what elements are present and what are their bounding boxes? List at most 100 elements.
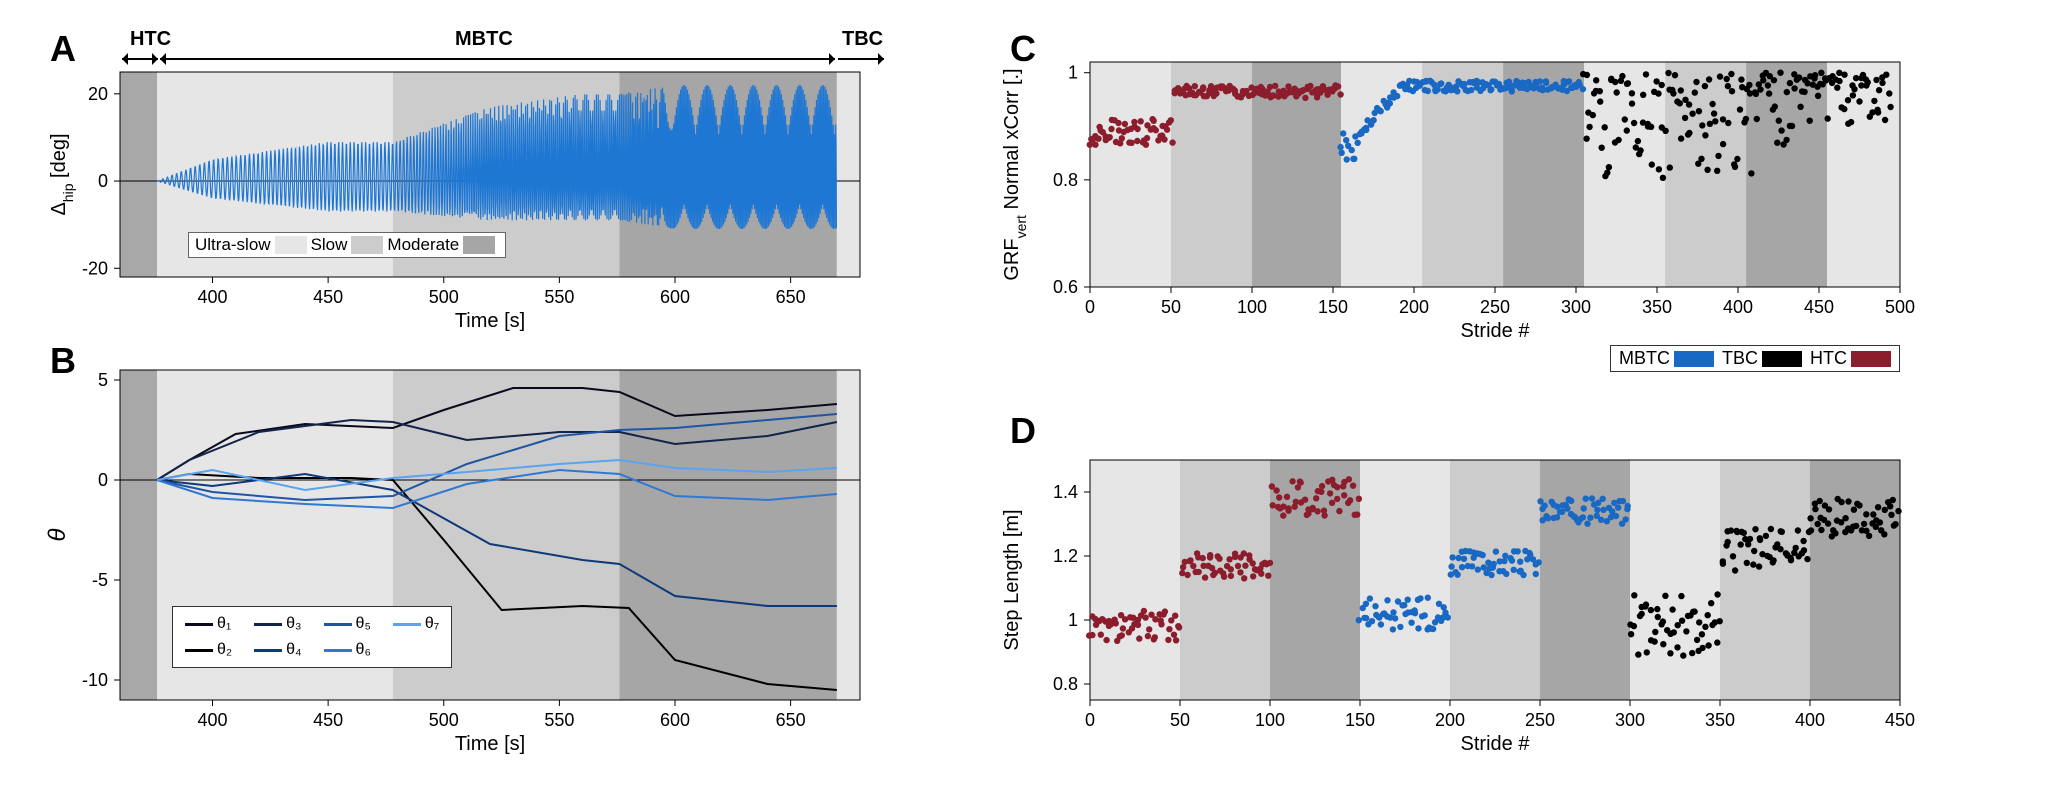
speed-swatch [351, 236, 383, 254]
svg-text:1: 1 [1068, 63, 1078, 83]
svg-text:0.8: 0.8 [1053, 170, 1078, 190]
speed-label: Ultra-slow [195, 235, 271, 255]
svg-text:-20: -20 [82, 258, 108, 278]
svg-text:450: 450 [313, 287, 343, 307]
svg-text:100: 100 [1237, 297, 1267, 317]
svg-text:0: 0 [1085, 297, 1095, 317]
svg-text:0: 0 [1085, 710, 1095, 730]
svg-text:300: 300 [1561, 297, 1591, 317]
cond-legend-item: HTC [1810, 348, 1891, 369]
cond-legend-item: TBC [1722, 348, 1802, 369]
svg-text:5: 5 [98, 370, 108, 390]
svg-text:0: 0 [98, 470, 108, 490]
speed-label: Moderate [387, 235, 459, 255]
svg-text:450: 450 [1804, 297, 1834, 317]
svg-text:450: 450 [1885, 710, 1915, 730]
svg-text:Stride #: Stride # [1461, 733, 1531, 755]
legend-swatch [185, 623, 213, 626]
cond-legend-label: MBTC [1619, 348, 1670, 369]
legend-label: θ₄ [286, 641, 301, 659]
svg-text:150: 150 [1318, 297, 1348, 317]
legend-label: θ₆ [356, 641, 371, 659]
theta-legend-item: θ₂ [185, 641, 232, 659]
svg-text:Δhip [deg]: Δhip [deg] [48, 133, 76, 215]
legend-swatch [185, 649, 213, 652]
cond-legend-item: MBTC [1619, 348, 1714, 369]
svg-text:0.6: 0.6 [1053, 277, 1078, 297]
cond-legend-swatch [1851, 351, 1891, 367]
cond-legend-label: HTC [1810, 348, 1847, 369]
legend-swatch [254, 623, 282, 626]
speed-swatch [463, 236, 495, 254]
svg-text:250: 250 [1525, 710, 1555, 730]
svg-text:350: 350 [1642, 297, 1672, 317]
top-label-htc: HTC [130, 28, 171, 51]
svg-text:250: 250 [1480, 297, 1510, 317]
svg-text:500: 500 [1885, 297, 1915, 317]
svg-text:650: 650 [776, 710, 806, 730]
theta-legend-item: θ₁ [185, 615, 232, 633]
legend-swatch [254, 649, 282, 652]
panel-c-plot: 0 50 100 150 200 250 300 350 400 450 500 0.6 0.8 1 Str… [990, 42, 2000, 367]
svg-text:GRFvert Normal xCorr [.]: GRFvert Normal xCorr [.] [1001, 68, 1029, 280]
svg-text:50: 50 [1170, 710, 1190, 730]
legend-label: θ₁ [217, 615, 231, 633]
svg-text:1: 1 [1068, 610, 1078, 630]
arrow-mbtc [160, 58, 835, 60]
top-label-tbc: TBC [842, 28, 883, 51]
arrow-tbc [838, 58, 884, 60]
cond-legend-swatch [1674, 351, 1714, 367]
svg-text:100: 100 [1255, 710, 1285, 730]
svg-text:1.2: 1.2 [1053, 546, 1078, 566]
svg-text:600: 600 [660, 287, 690, 307]
svg-text:650: 650 [776, 287, 806, 307]
panel-b-plot: 400450500550600650-10-505Time [s]θ [20, 350, 960, 780]
legend-label: θ₂ [217, 641, 232, 659]
svg-text:50: 50 [1161, 297, 1181, 317]
svg-text:350: 350 [1705, 710, 1735, 730]
svg-text:-5: -5 [92, 570, 108, 590]
svg-text:1.4: 1.4 [1053, 482, 1078, 502]
svg-text:Time [s]: Time [s] [455, 733, 525, 755]
svg-text:-10: -10 [82, 670, 108, 690]
svg-text:Time [s]: Time [s] [455, 310, 525, 332]
cond-legend-label: TBC [1722, 348, 1758, 369]
theta-legend-item: θ₇ [393, 615, 439, 633]
legend-label: θ₃ [286, 615, 301, 633]
svg-text:200: 200 [1435, 710, 1465, 730]
theta-legend-item: θ₅ [324, 615, 371, 633]
legend-label: θ₅ [356, 615, 371, 633]
svg-text:20: 20 [88, 84, 108, 104]
arrow-htc [122, 58, 158, 60]
legend-label: θ₇ [425, 615, 439, 633]
svg-text:550: 550 [544, 287, 574, 307]
svg-text:200: 200 [1399, 297, 1429, 317]
theta-legend-item: θ₆ [324, 641, 371, 659]
svg-text:500: 500 [429, 710, 459, 730]
svg-text:600: 600 [660, 710, 690, 730]
svg-text:400: 400 [1795, 710, 1825, 730]
svg-text:150: 150 [1345, 710, 1375, 730]
svg-text:0.8: 0.8 [1053, 674, 1078, 694]
speed-label: Slow [311, 235, 348, 255]
legend-swatch [324, 649, 352, 652]
condition-legend: MBTC TBC HTC [1610, 345, 1900, 372]
theta-legend-item: θ₃ [254, 615, 301, 633]
svg-text:Stride #: Stride # [1461, 320, 1531, 342]
svg-text:0: 0 [98, 171, 108, 191]
speed-legend: Ultra-slow Slow Moderate [188, 232, 506, 258]
panel-d-plot: 0 50 100 150 200 250 300 350 400 450 0.8 1 1.2 1.4 Str… [990, 440, 2000, 780]
svg-text:450: 450 [313, 710, 343, 730]
speed-swatch [275, 236, 307, 254]
theta-legend: θ₁ θ₃ θ₅ θ₇ θ₂ θ₄ θ₆ [172, 606, 452, 668]
svg-text:400: 400 [1723, 297, 1753, 317]
svg-text:Step Length [m]: Step Length [m] [1001, 509, 1023, 650]
theta-legend-item: θ₄ [254, 641, 301, 659]
legend-swatch [324, 623, 352, 626]
svg-text:400: 400 [197, 710, 227, 730]
svg-text:θ: θ [44, 528, 71, 541]
svg-text:500: 500 [429, 287, 459, 307]
svg-text:300: 300 [1615, 710, 1645, 730]
cond-legend-swatch [1762, 351, 1802, 367]
svg-text:400: 400 [197, 287, 227, 307]
